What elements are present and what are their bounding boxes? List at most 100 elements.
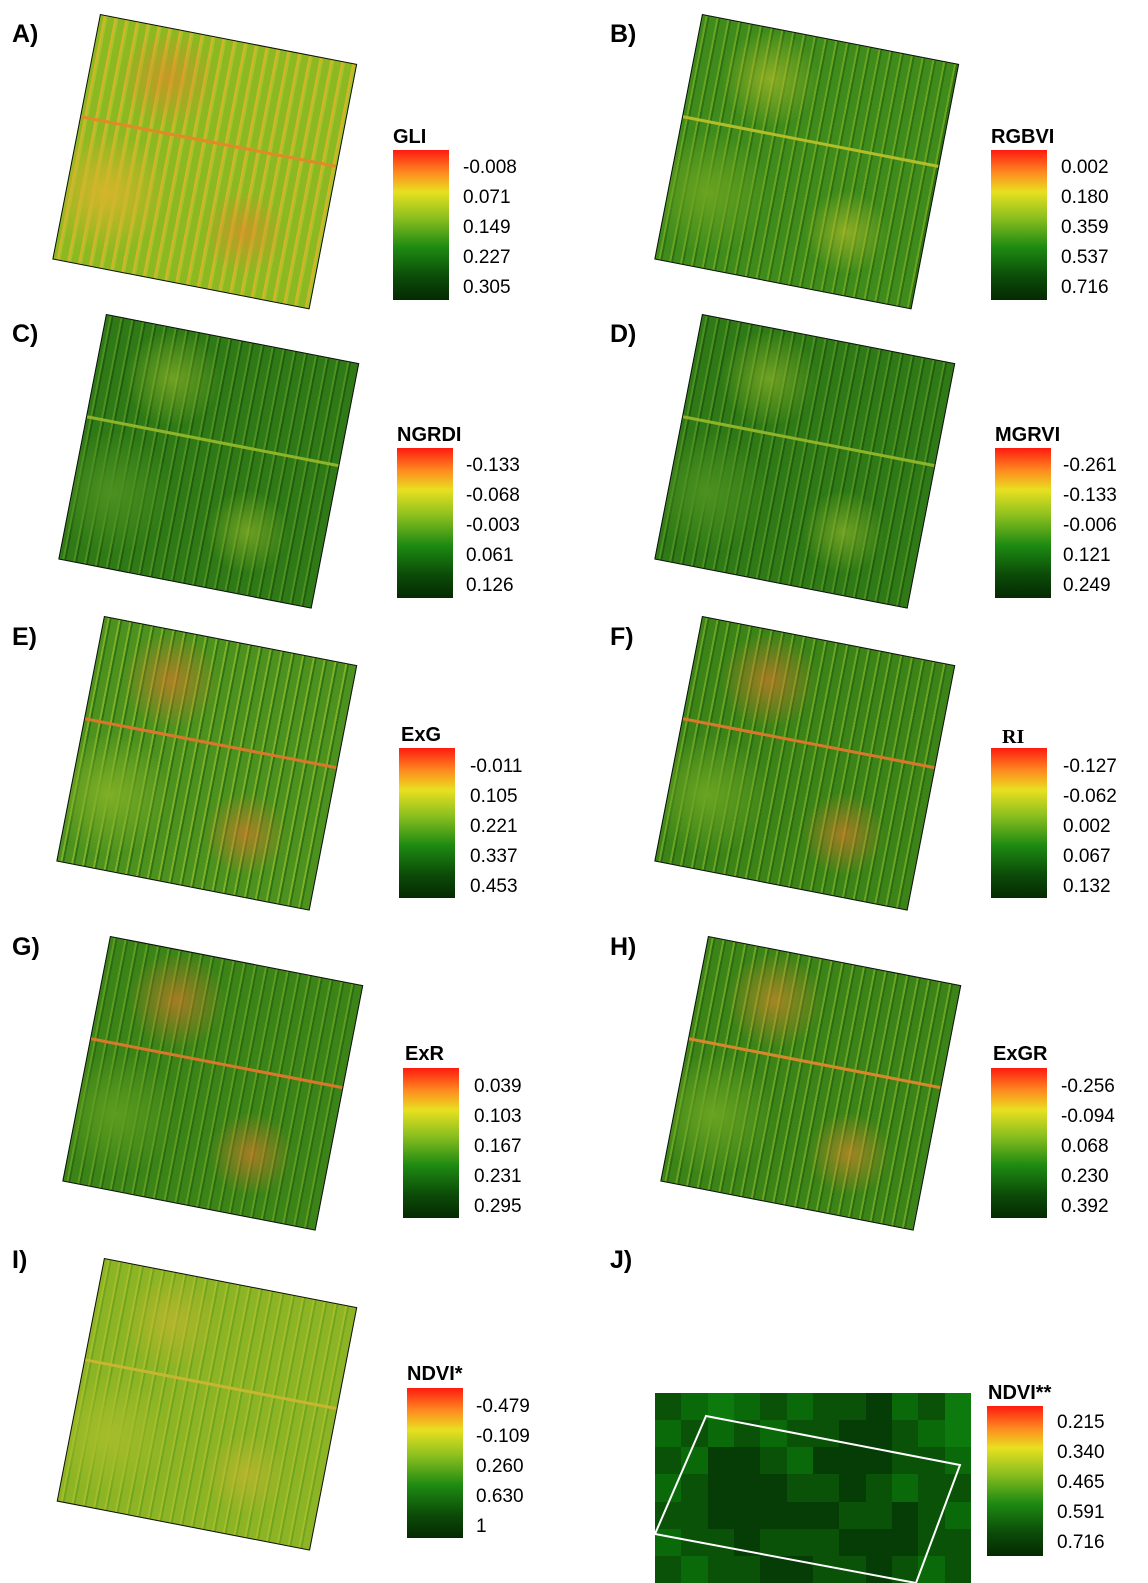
legend-tick: 0.180	[1061, 187, 1109, 208]
satellite-pixel	[813, 1501, 840, 1529]
satellite-pixel	[655, 1528, 682, 1556]
satellite-pixel	[681, 1393, 708, 1421]
satellite-pixel	[707, 1501, 734, 1529]
panel-label-e: E)	[12, 623, 37, 651]
satellite-pixel	[760, 1393, 787, 1421]
legend-tick: 0.305	[463, 277, 511, 298]
satellite-pixel	[944, 1420, 971, 1448]
color-scale-exg	[399, 748, 455, 898]
legend-title-ndvi-star: NDVI*	[407, 1363, 463, 1385]
legend-tick: 1	[476, 1516, 487, 1537]
legend-title-ndvi-double-star: NDVI**	[988, 1382, 1052, 1404]
satellite-pixel	[681, 1555, 708, 1583]
legend-tick: 0.039	[474, 1076, 522, 1097]
legend-tick: -0.094	[1061, 1106, 1115, 1127]
satellite-pixel	[813, 1393, 840, 1421]
satellite-pixel	[944, 1555, 971, 1583]
satellite-pixel	[865, 1420, 892, 1448]
legend-tick: -0.127	[1063, 756, 1117, 777]
legend-tick: 0.230	[1061, 1166, 1109, 1187]
legend-tick: 0.591	[1057, 1502, 1105, 1523]
legend-tick: 0.002	[1061, 157, 1109, 178]
legend-tick: 0.359	[1061, 217, 1109, 238]
legend-tick: 0.067	[1063, 846, 1111, 867]
legend-title-exg: ExG	[401, 724, 442, 746]
legend-tick: -0.003	[466, 515, 520, 536]
legend-tick: 0.337	[470, 846, 518, 867]
legend-tick: -0.261	[1063, 455, 1117, 476]
satellite-pixel	[892, 1393, 919, 1421]
legend-tick: 0.126	[466, 575, 514, 596]
color-scale-ri	[991, 748, 1047, 898]
legend-title-mgrvi: MGRVI	[995, 424, 1061, 446]
color-scale-exgr	[991, 1068, 1047, 1218]
satellite-pixel	[865, 1474, 892, 1502]
satellite-pixel	[786, 1393, 813, 1421]
legend-tick: -0.133	[466, 455, 520, 476]
satellite-pixel	[681, 1474, 708, 1502]
satellite-pixel	[918, 1555, 945, 1583]
legend-tick: 0.132	[1063, 876, 1111, 897]
satellite-pixel	[786, 1447, 813, 1475]
color-scale-gli	[393, 150, 449, 300]
satellite-pixel	[918, 1393, 945, 1421]
legend-tick: 0.716	[1057, 1532, 1105, 1553]
legend-tick: -0.062	[1063, 786, 1117, 807]
panel-label-f: F)	[610, 623, 634, 651]
satellite-pixel	[707, 1528, 734, 1556]
color-scale-ndvi-double-star	[987, 1406, 1043, 1556]
panel-label-b: B)	[610, 20, 637, 48]
satellite-pixel	[707, 1420, 734, 1448]
satellite-pixel	[786, 1528, 813, 1556]
satellite-pixel	[865, 1528, 892, 1556]
legend-tick: 0.071	[463, 187, 511, 208]
color-scale-ndvi-star	[407, 1388, 463, 1538]
legend-tick: 0.249	[1063, 575, 1111, 596]
legend-tick: 0.002	[1063, 816, 1111, 837]
legend-tick: -0.109	[476, 1426, 530, 1447]
legend-title-exr: ExR	[405, 1043, 444, 1065]
legend-tick: -0.008	[463, 157, 517, 178]
satellite-pixel	[760, 1501, 787, 1529]
satellite-pixel	[786, 1501, 813, 1529]
satellite-pixel	[944, 1393, 971, 1421]
satellite-pixel	[944, 1528, 971, 1556]
legend-title-exgr: ExGR	[993, 1043, 1048, 1065]
satellite-pixel	[918, 1474, 945, 1502]
legend-tick: 0.537	[1061, 247, 1109, 268]
satellite-pixel	[892, 1501, 919, 1529]
legend-tick: 0.295	[474, 1196, 522, 1217]
satellite-pixel	[760, 1474, 787, 1502]
satellite-pixel	[813, 1474, 840, 1502]
satellite-pixel	[655, 1474, 682, 1502]
panel-label-j: J)	[610, 1246, 633, 1274]
legend-tick: 0.105	[470, 786, 518, 807]
satellite-pixel	[892, 1474, 919, 1502]
legend-tick: 0.121	[1063, 545, 1111, 566]
panel-label-d: D)	[610, 320, 637, 348]
satellite-pixel	[734, 1393, 761, 1421]
satellite-pixel	[892, 1528, 919, 1556]
legend-tick: 0.392	[1061, 1196, 1109, 1217]
panel-label-a: A)	[12, 20, 39, 48]
satellite-pixel	[839, 1528, 866, 1556]
legend-tick: 0.453	[470, 876, 518, 897]
legend-tick: 0.630	[476, 1486, 524, 1507]
satellite-pixel	[865, 1501, 892, 1529]
color-scale-rgbvi	[991, 150, 1047, 300]
satellite-pixel	[760, 1420, 787, 1448]
satellite-pixel	[655, 1447, 682, 1475]
legend-tick: 0.149	[463, 217, 511, 238]
panel-label-i: I)	[12, 1246, 28, 1274]
panel-label-c: C)	[12, 320, 39, 348]
legend-tick: 0.231	[474, 1166, 522, 1187]
satellite-pixel	[813, 1555, 840, 1583]
legend-title-rgbvi: RGBVI	[991, 126, 1055, 148]
panel-label-h: H)	[610, 933, 637, 961]
satellite-pixel	[707, 1447, 734, 1475]
satellite-pixel	[707, 1474, 734, 1502]
legend-tick: 0.215	[1057, 1412, 1105, 1433]
legend-title-ri: RI	[1002, 726, 1025, 748]
satellite-pixel	[734, 1501, 761, 1529]
satellite-pixel	[707, 1555, 734, 1583]
